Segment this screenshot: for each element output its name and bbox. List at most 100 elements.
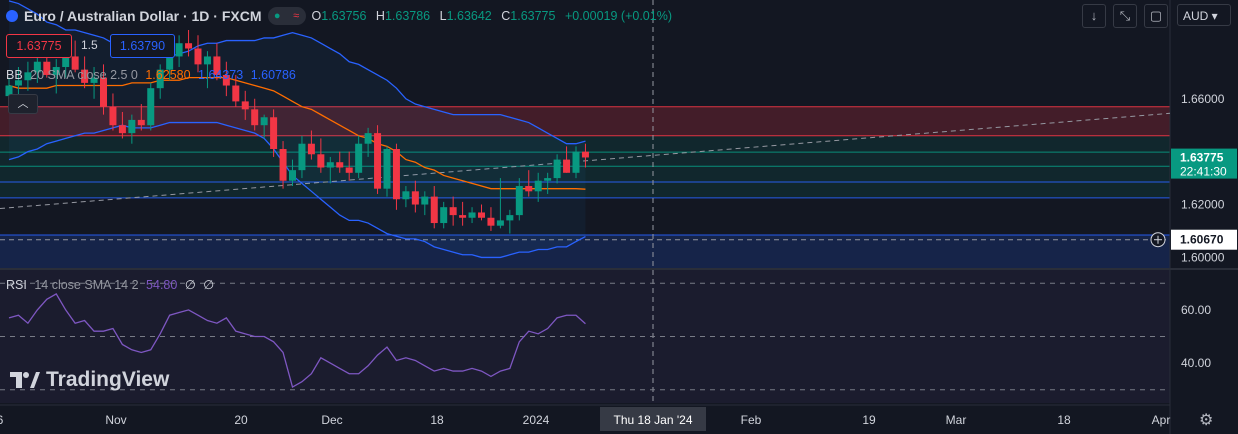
candle-body bbox=[307, 143, 315, 155]
candle-body bbox=[289, 170, 296, 181]
market-status-pill[interactable]: ● ≈ bbox=[267, 7, 306, 25]
rsi-line bbox=[8, 293, 586, 389]
time-tick-label: 2024 bbox=[523, 413, 550, 427]
candle bbox=[364, 127, 372, 157]
candle bbox=[496, 178, 504, 229]
move-down-icon[interactable]: ↓ bbox=[1082, 4, 1106, 28]
rsi-legend[interactable]: RSI 14 close SMA 14 2 54.80 ∅ ∅ bbox=[6, 278, 215, 292]
candle bbox=[383, 146, 391, 197]
candle bbox=[572, 146, 580, 179]
currency-select[interactable]: AUD ▾ bbox=[1177, 4, 1231, 26]
candle-body bbox=[137, 119, 145, 126]
candle bbox=[203, 51, 211, 89]
candle bbox=[90, 67, 98, 99]
candle bbox=[298, 135, 306, 179]
collapse-legend-button[interactable]: ︿ bbox=[8, 94, 38, 114]
candle-body bbox=[383, 149, 391, 189]
price-tick-label: 1.60000 bbox=[1181, 250, 1225, 264]
candle-body bbox=[525, 186, 533, 192]
candle bbox=[440, 201, 448, 229]
bb-legend[interactable]: BB 20 SMA close 2.5 0 1.62580 1.64373 1.… bbox=[6, 68, 296, 82]
candle-body bbox=[506, 215, 514, 221]
support-zone bbox=[0, 234, 1170, 268]
candlestick-series bbox=[5, 30, 589, 234]
candle bbox=[468, 207, 476, 224]
symbol-title[interactable]: Euro / Australian Dollar · 1D · FXCM bbox=[24, 8, 262, 24]
time-tick-label: 6 bbox=[0, 413, 4, 427]
candle-body bbox=[468, 212, 476, 218]
settings-gear-icon[interactable]: ⚙ bbox=[1199, 412, 1214, 429]
candle-body bbox=[62, 56, 70, 68]
candle-body bbox=[81, 69, 89, 83]
bollinger-bands bbox=[8, 0, 586, 259]
last-price-badge bbox=[1171, 148, 1237, 179]
resistance-zone bbox=[0, 106, 1170, 136]
candle bbox=[336, 151, 344, 173]
candle-body bbox=[43, 61, 51, 75]
candle-body bbox=[544, 178, 552, 181]
candle-body bbox=[421, 196, 429, 205]
candle bbox=[345, 151, 353, 181]
candle-body bbox=[459, 215, 467, 218]
candle-body bbox=[5, 85, 13, 97]
candle-body bbox=[71, 56, 79, 70]
crosshair-date-badge bbox=[600, 407, 706, 431]
candle-body bbox=[355, 143, 363, 173]
countdown-label: 22:41:30 bbox=[1180, 165, 1227, 179]
candle-body bbox=[534, 180, 542, 192]
candle bbox=[506, 209, 514, 234]
price-scale-background bbox=[1170, 0, 1238, 434]
candle bbox=[374, 125, 382, 194]
buy-button[interactable]: 1.63790 bbox=[110, 34, 175, 58]
candle-body bbox=[563, 159, 571, 173]
candle-body bbox=[515, 186, 523, 216]
candle-body bbox=[14, 80, 22, 86]
symbol-flag-icon bbox=[6, 10, 18, 22]
candle bbox=[449, 196, 457, 226]
candle bbox=[307, 130, 315, 160]
time-tick-label: Mar bbox=[946, 413, 967, 427]
candle-body bbox=[109, 106, 117, 126]
candle-body bbox=[572, 151, 580, 173]
candle bbox=[487, 207, 495, 231]
candle-body bbox=[100, 77, 107, 107]
candle-body bbox=[128, 119, 136, 134]
candle-body bbox=[33, 61, 41, 73]
candle-body bbox=[326, 162, 334, 168]
candle-body bbox=[194, 48, 202, 65]
candle bbox=[421, 191, 429, 216]
candle bbox=[553, 154, 561, 184]
candle bbox=[478, 204, 485, 221]
candle bbox=[317, 138, 325, 173]
candle bbox=[109, 93, 117, 131]
candle bbox=[52, 59, 60, 94]
candle-body bbox=[232, 85, 240, 102]
sell-button[interactable]: 1.63775 bbox=[6, 34, 72, 58]
candle-body bbox=[203, 56, 211, 65]
candle bbox=[185, 30, 193, 57]
bb-lower-line bbox=[8, 121, 586, 259]
candle-body bbox=[345, 167, 353, 173]
candle bbox=[260, 114, 268, 139]
candle bbox=[459, 201, 467, 226]
candle bbox=[241, 90, 249, 120]
candle bbox=[525, 170, 533, 197]
candle-body bbox=[270, 117, 278, 149]
crosshair-price-badge bbox=[1171, 229, 1237, 250]
candle-body bbox=[175, 43, 183, 57]
collapse-pane-icon[interactable]: ⤡ bbox=[1113, 4, 1137, 28]
candle-body bbox=[279, 149, 287, 181]
maximize-pane-icon[interactable]: ▢ bbox=[1144, 4, 1168, 28]
candle-body bbox=[487, 217, 495, 226]
candle bbox=[24, 61, 32, 91]
candle-body bbox=[496, 220, 504, 226]
rsi-tick-label: 60.00 bbox=[1181, 303, 1211, 317]
candle bbox=[14, 67, 22, 99]
candle bbox=[515, 178, 523, 221]
candle bbox=[411, 180, 419, 213]
candle bbox=[279, 141, 287, 189]
candle bbox=[175, 35, 183, 68]
candle bbox=[222, 61, 230, 97]
candle bbox=[392, 143, 400, 210]
